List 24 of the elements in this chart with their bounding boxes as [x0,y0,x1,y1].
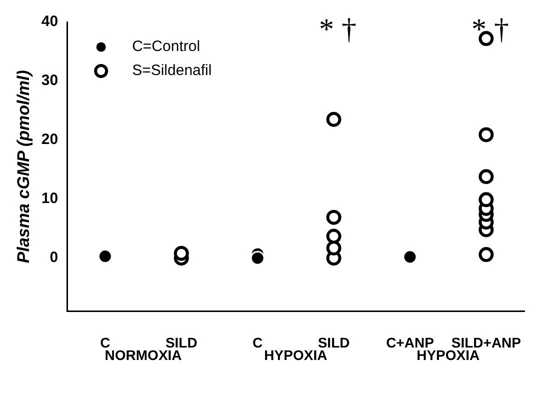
point [478,31,494,46]
point [326,228,342,244]
y-axis-title: Plasma cGMP (pmol/ml) [14,70,33,264]
y-tick-label: 10 [41,190,58,208]
y-tick-label: 40 [41,13,58,30]
annotation: * † [319,12,357,46]
legend-label: S=Sildenafil [132,62,212,80]
point [478,247,494,262]
point [402,250,418,264]
point [98,249,112,264]
point [478,192,494,208]
y-tick-label: 30 [41,72,58,90]
point [326,240,342,256]
y-tick-label: 20 [41,131,58,148]
legend-label: C=Control [132,38,200,56]
annotation: * † [471,12,509,46]
point [174,246,189,261]
point [250,250,265,266]
y-tick-label: 0 [50,249,58,266]
point [478,127,494,142]
point [326,210,342,225]
point [478,169,494,184]
x-tick-label: C [252,334,263,350]
point [326,112,342,127]
